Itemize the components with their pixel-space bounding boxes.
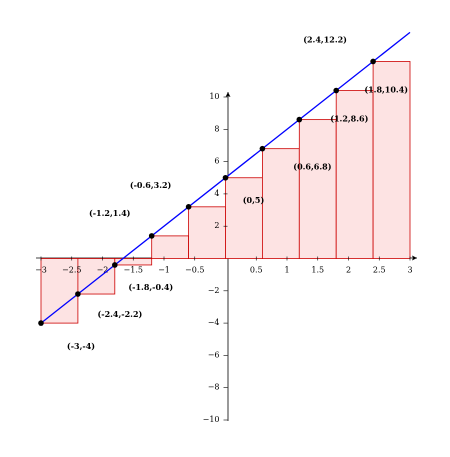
bar — [40, 258, 79, 324]
point — [185, 204, 192, 210]
y-tick-label: −8 — [208, 383, 220, 392]
y-tick-label: −2 — [208, 286, 220, 295]
point — [222, 174, 229, 181]
point-label: (1.8,10.4) — [364, 85, 408, 95]
bar — [225, 177, 263, 259]
bar — [335, 90, 374, 259]
point-label: (-1.8,-0.4) — [128, 282, 173, 292]
x-tick-label: −2 — [97, 266, 109, 275]
point-label: (-2.4,-2.2) — [97, 309, 142, 319]
x-tick-label: −0.5 — [185, 266, 204, 275]
point — [148, 233, 155, 239]
x-tick-label: −1.5 — [124, 266, 143, 275]
point-label: (2.4,12.2) — [303, 34, 347, 44]
y-tick-label: 4 — [214, 189, 219, 198]
bar — [188, 206, 226, 259]
point — [112, 262, 118, 268]
point-label: (-3,-4) — [67, 341, 95, 351]
x-tick-label: 1.5 — [311, 266, 324, 275]
x-tick-label: −3 — [35, 266, 47, 275]
point — [333, 87, 340, 94]
x-arrow — [412, 255, 417, 261]
point — [259, 145, 266, 152]
x-tick-label: 1 — [284, 266, 289, 275]
x-tick-label: −2.5 — [62, 266, 81, 275]
x-tick-label: 3 — [407, 266, 412, 275]
y-tick-label: −10 — [203, 415, 220, 424]
x-tick-label: 2 — [346, 266, 351, 275]
y-tick-label: 8 — [214, 124, 219, 133]
point — [296, 116, 303, 123]
x-tick-label: 2.5 — [373, 266, 386, 275]
y-tick-label: −4 — [208, 318, 220, 327]
x-tick-label: 0.5 — [250, 266, 263, 275]
bar — [77, 258, 116, 295]
bar — [298, 119, 337, 259]
point — [370, 58, 376, 65]
point-label: (-1.2,1.4) — [89, 208, 131, 218]
y-tick-label: 2 — [214, 221, 219, 230]
point-label: (0,5) — [243, 195, 265, 205]
bar — [372, 61, 411, 259]
point-label: (0.6,6.8) — [293, 162, 331, 172]
point — [38, 320, 44, 326]
point-label: (1.2,8.6) — [330, 114, 368, 124]
point — [75, 291, 81, 297]
y-tick-label: −6 — [208, 350, 220, 359]
x-tick-label: −1 — [158, 266, 170, 275]
y-tick-label: 10 — [209, 92, 219, 101]
point-label: (-0.6,3.2) — [130, 180, 172, 190]
y-tick-label: 6 — [214, 157, 219, 166]
bar — [151, 235, 189, 259]
y-arrow — [225, 92, 231, 97]
